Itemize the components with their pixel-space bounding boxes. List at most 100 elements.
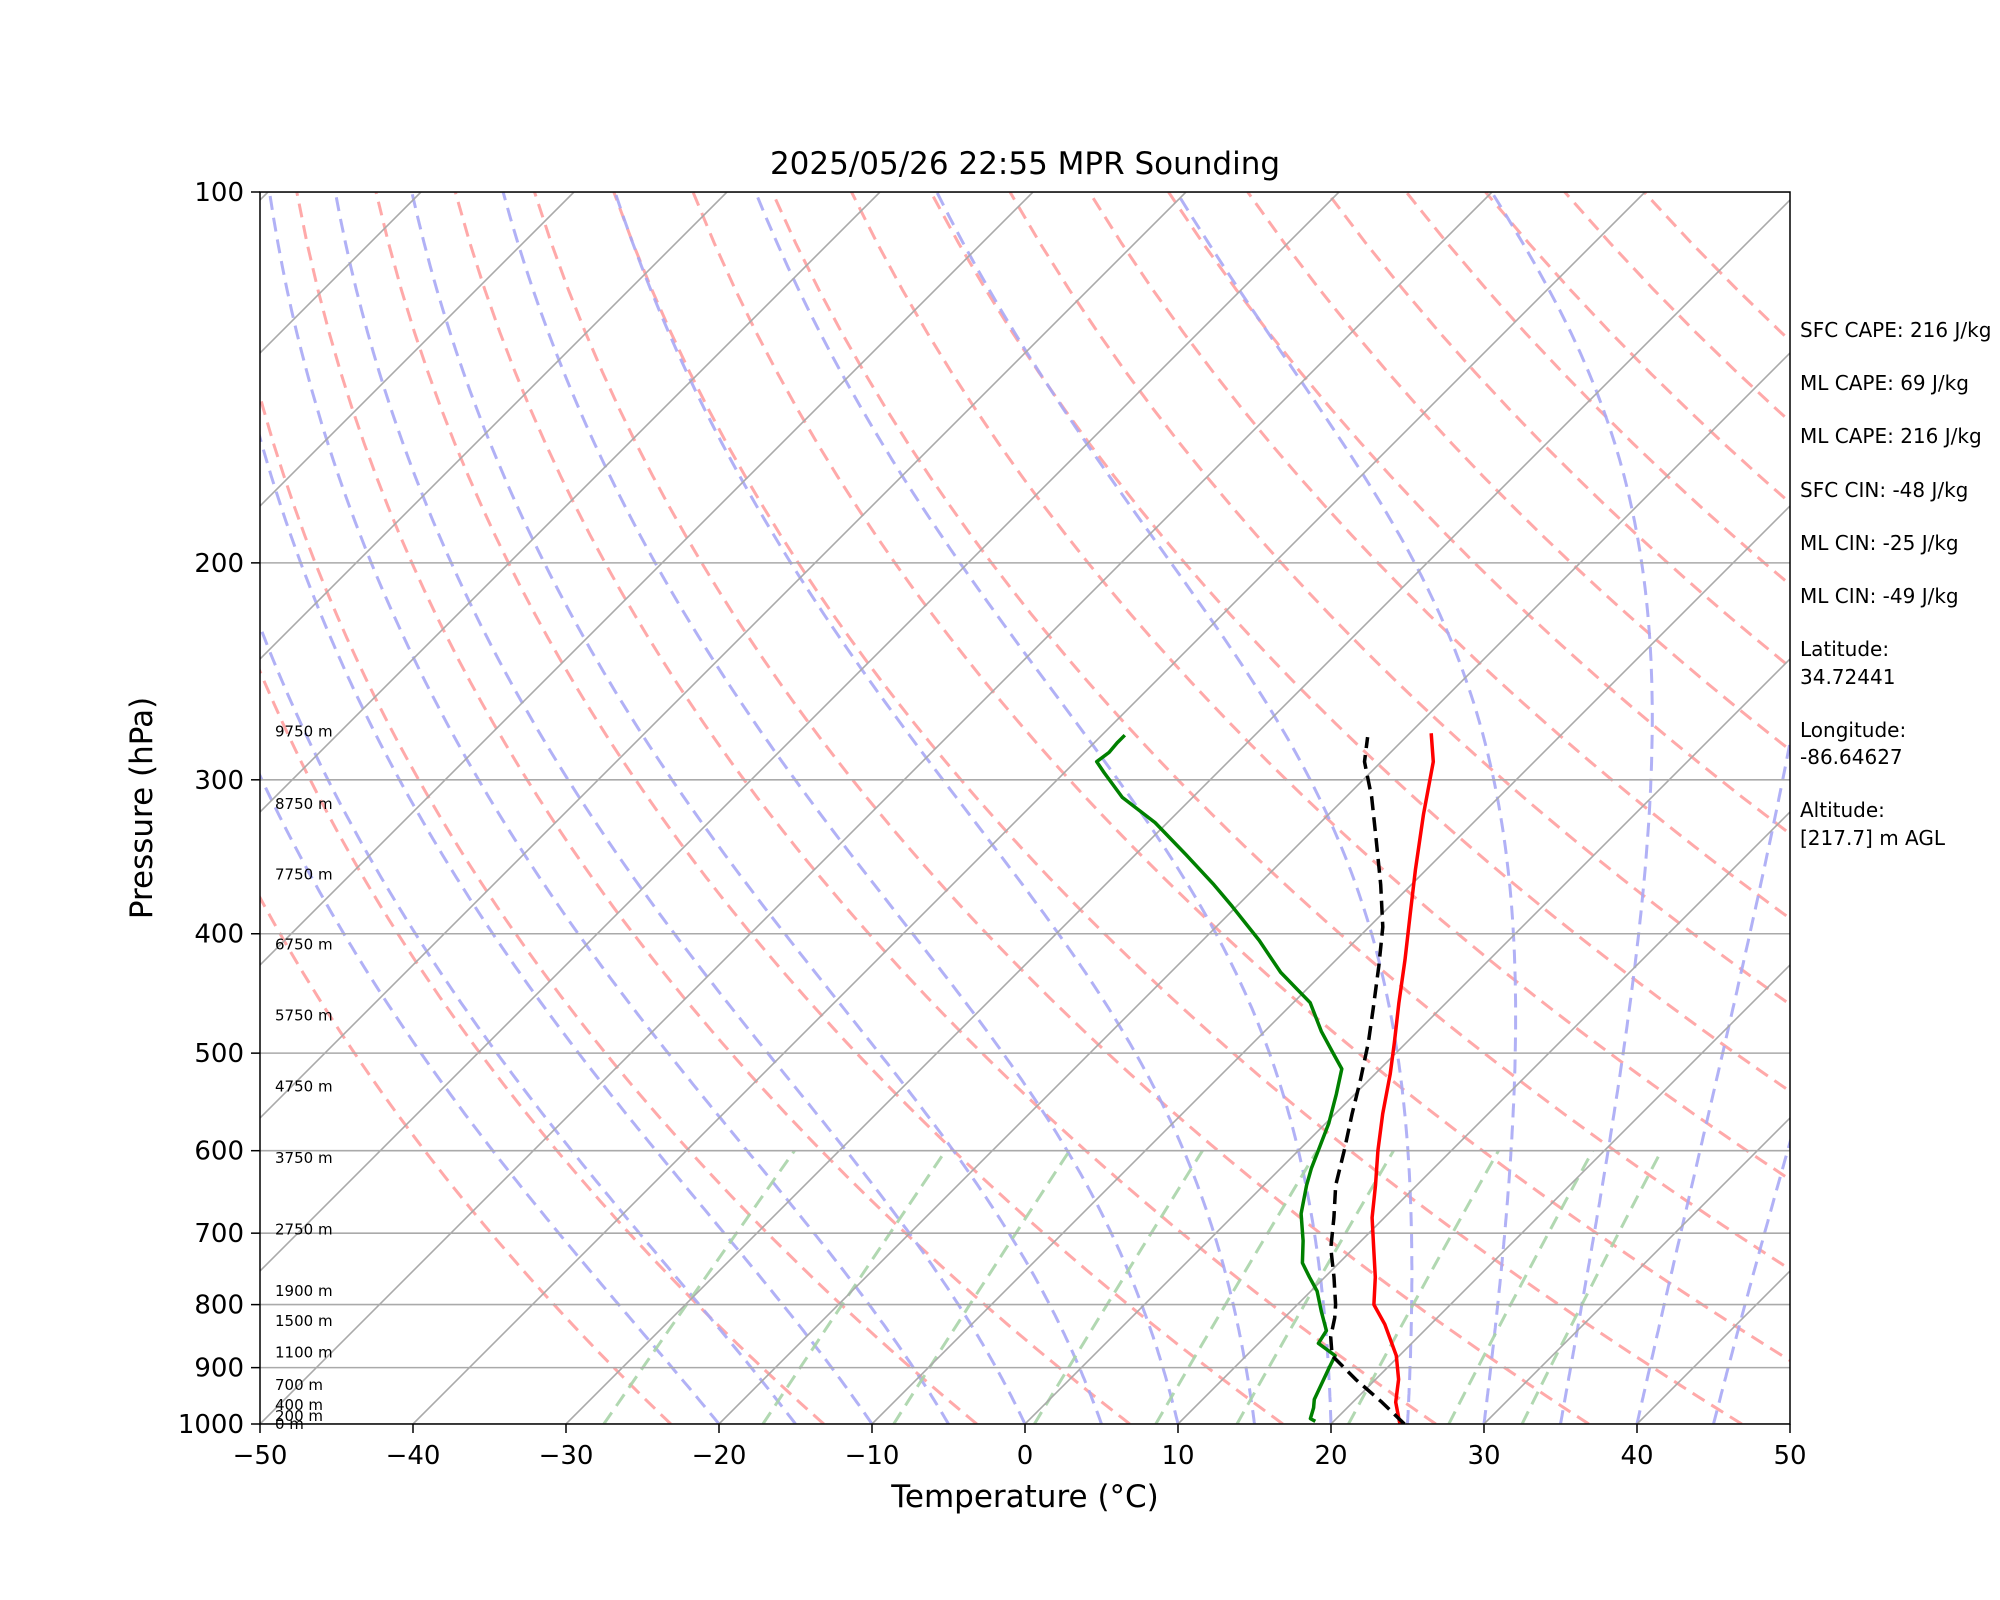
isotherm-line xyxy=(1177,810,1790,1424)
ml-cin-text-1: ML CIN: -25 J/kg xyxy=(1800,531,1959,555)
height-labels: 9750 m 8750 m 7750 m 6750 m 5750 m 4750 m 3750… xyxy=(275,722,333,1433)
height-label: 200 m xyxy=(275,1407,323,1425)
moist-adiabat xyxy=(1712,1136,1790,1424)
sfc-cin-text: SFC CIN: -48 J/kg xyxy=(1800,478,1968,502)
y-tick-label: 100 xyxy=(194,178,244,208)
y-tick-label: 200 xyxy=(194,549,244,579)
dry-adiabat xyxy=(453,192,1437,1424)
chart-title: 2025/05/26 22:55 MPR Sounding xyxy=(770,146,1280,182)
isotherm-line xyxy=(1330,963,1790,1424)
isotherm-line xyxy=(260,192,575,508)
temperature-trace xyxy=(1370,733,1436,1424)
x-tick-label: −40 xyxy=(386,1441,441,1471)
y-tick-label: 1000 xyxy=(178,1410,244,1440)
latitude-label: Latitude: xyxy=(1800,637,1889,661)
dewpoint-trace xyxy=(1094,733,1344,1423)
isotherm-line xyxy=(871,504,1790,1424)
moist-adiabat xyxy=(333,192,1027,1424)
y-axis-label: Pressure (hPa) xyxy=(124,697,160,919)
moist-adiabat xyxy=(1175,192,1518,1424)
x-tick-label: 10 xyxy=(1161,1441,1194,1471)
dry-adiabat xyxy=(850,192,1790,1182)
x-tick-label: 30 xyxy=(1467,1441,1500,1471)
moist-adiabat xyxy=(268,192,950,1424)
background-reference-lines xyxy=(260,192,1790,1424)
isotherm-line xyxy=(260,192,1187,1120)
x-tick-label: −50 xyxy=(233,1441,288,1471)
isotherm-line xyxy=(260,192,1493,1424)
moist-adiabat xyxy=(410,192,1103,1424)
y-tick-label: 400 xyxy=(194,920,244,950)
isotherm-line xyxy=(718,351,1790,1424)
x-tick-label: −20 xyxy=(692,1441,747,1471)
y-tick-label: 500 xyxy=(194,1039,244,1069)
dry-adiabat xyxy=(929,192,1790,1094)
isotherm-line xyxy=(260,192,881,814)
moist-adiabat xyxy=(260,772,721,1424)
ml-cape-text-1: ML CAPE: 69 J/kg xyxy=(1800,371,1969,395)
x-tick-label: 0 xyxy=(1017,1441,1034,1471)
y-tick-label: 600 xyxy=(194,1137,244,1167)
moist-adiabat xyxy=(1490,192,1654,1424)
dry-adiabat xyxy=(260,390,978,1424)
moist-adiabat xyxy=(260,622,797,1424)
height-label: 0 m xyxy=(275,1415,304,1433)
isotherm-line xyxy=(260,192,1340,1273)
height-label: 1100 m xyxy=(275,1344,333,1362)
isotherm-line xyxy=(565,198,1790,1424)
height-label: 7750 m xyxy=(275,865,333,883)
x-axis: −50 −40 −30 −20 −10 0 10 20 30 40 50 xyxy=(233,1424,1807,1471)
isotherm-line xyxy=(1483,1116,1790,1424)
altitude-value: [217.7] m AGL xyxy=(1800,826,1946,850)
height-label: 6750 m xyxy=(275,935,333,953)
height-label: 4750 m xyxy=(275,1077,333,1095)
height-label: 9750 m xyxy=(275,722,333,740)
dry-adiabat xyxy=(260,894,672,1424)
x-tick-label: 40 xyxy=(1620,1441,1653,1471)
moist-adiabat xyxy=(260,432,874,1424)
sounding-traces xyxy=(1094,733,1436,1424)
ml-cin-text-2: ML CIN: -49 J/kg xyxy=(1800,584,1959,608)
x-tick-label: −10 xyxy=(845,1441,900,1471)
isotherm-line xyxy=(1024,657,1790,1424)
dry-adiabat xyxy=(374,192,1284,1424)
height-label: 8750 m xyxy=(275,795,333,813)
plot-area xyxy=(260,192,1790,1424)
moist-adiabat xyxy=(935,192,1414,1424)
moist-adiabat xyxy=(1635,734,1790,1424)
x-axis-label: Temperature (°C) xyxy=(890,1479,1159,1515)
height-label: 700 m xyxy=(275,1376,323,1394)
info-panel: SFC CAPE: 216 J/kg ML CAPE: 69 J/kg ML C… xyxy=(1800,318,1991,850)
x-tick-label: −30 xyxy=(539,1441,594,1471)
dry-adiabat xyxy=(612,192,1743,1424)
parcel-trace xyxy=(1328,736,1406,1424)
dry-adiabat xyxy=(770,192,1790,1272)
moist-adiabat xyxy=(501,192,1180,1424)
x-tick-label: 50 xyxy=(1773,1441,1806,1471)
moist-adiabat xyxy=(613,192,1256,1424)
y-tick-label: 800 xyxy=(194,1291,244,1321)
isotherm-line xyxy=(260,192,728,661)
dry-adiabat xyxy=(260,667,825,1424)
ml-cape-text-2: ML CAPE: 216 J/kg xyxy=(1800,424,1982,448)
height-label: 2750 m xyxy=(275,1220,333,1238)
sfc-cape-text: SFC CAPE: 216 J/kg xyxy=(1800,318,1991,342)
dry-adiabat xyxy=(295,192,1131,1424)
altitude-label: Altitude: xyxy=(1800,798,1885,822)
longitude-label: Longitude: xyxy=(1800,718,1906,742)
isotherm-line xyxy=(412,192,1646,1424)
height-label: 3750 m xyxy=(275,1149,333,1167)
x-tick-label: 20 xyxy=(1314,1441,1347,1471)
longitude-value: -86.64627 xyxy=(1800,745,1903,769)
y-tick-label: 900 xyxy=(194,1354,244,1384)
y-axis: 100 200 300 400 500 600 700 800 900 1000 xyxy=(178,178,260,1440)
isotherm-line xyxy=(260,192,1034,967)
height-label: 400 m xyxy=(275,1396,323,1414)
y-tick-label: 300 xyxy=(194,766,244,796)
y-tick-label: 700 xyxy=(194,1219,244,1249)
height-label: 1500 m xyxy=(275,1312,333,1330)
latitude-value: 34.72441 xyxy=(1800,665,1895,689)
height-label: 5750 m xyxy=(275,1006,333,1024)
